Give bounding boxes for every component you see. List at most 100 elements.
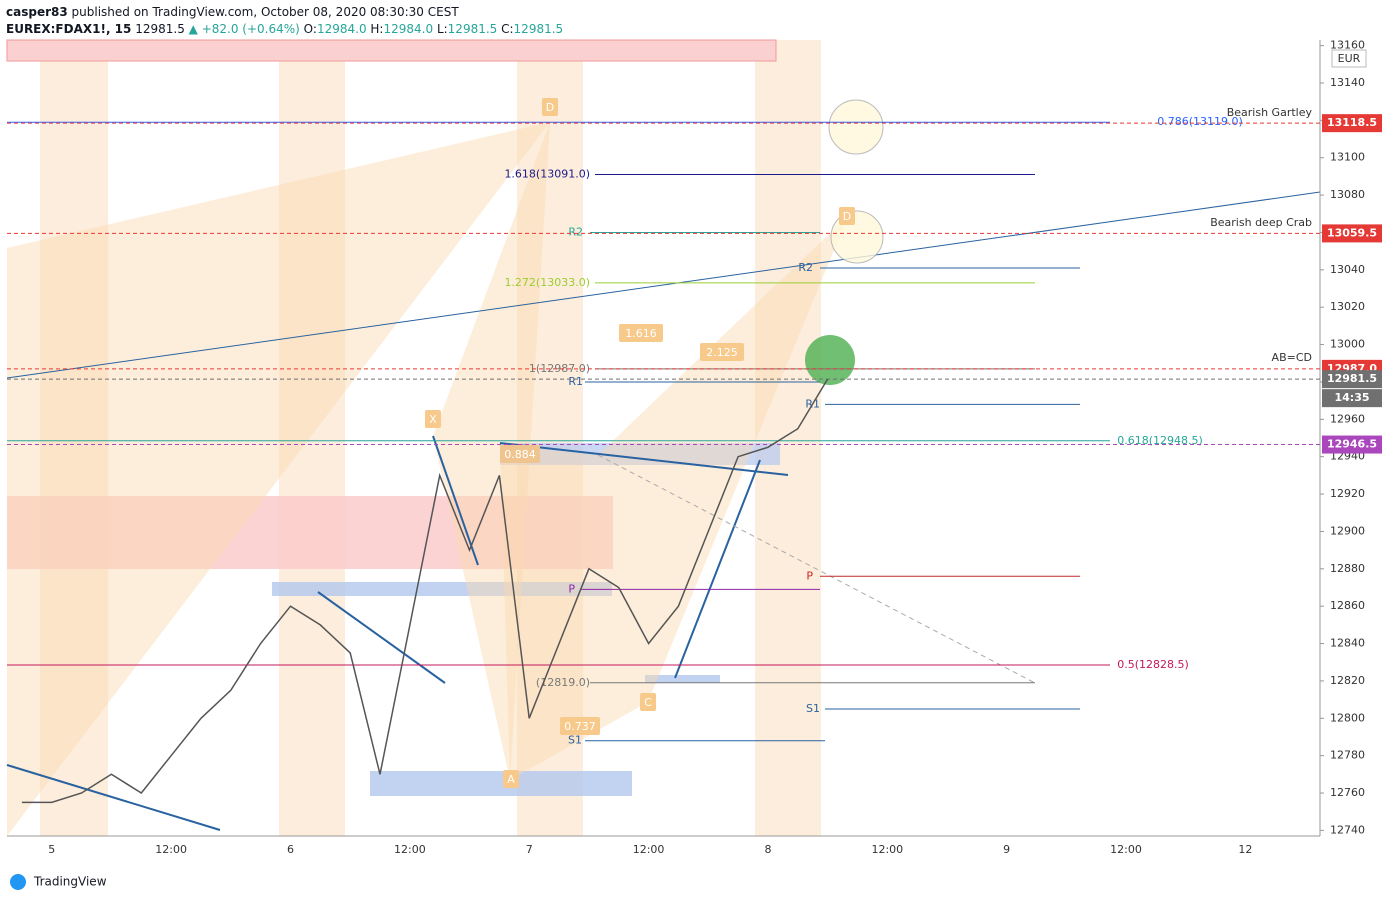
level-label: 0.618(12948.5) xyxy=(1117,434,1203,447)
annotation: Bearish Gartley xyxy=(1227,106,1313,119)
trend-line xyxy=(499,442,789,476)
y-tick-label: 12820 xyxy=(1330,674,1365,687)
x-tick-label: 12:00 xyxy=(871,843,903,856)
annotation: C xyxy=(644,696,652,709)
ohlc-value: 12981.5 xyxy=(513,22,564,36)
y-tick-label: 12760 xyxy=(1330,786,1365,799)
trend-line xyxy=(432,435,479,566)
price-box xyxy=(1322,370,1382,389)
trend-line xyxy=(317,591,446,684)
harmonic-pattern xyxy=(433,122,550,780)
demand-zone xyxy=(370,771,632,796)
session-band xyxy=(755,40,821,836)
label-box xyxy=(619,324,663,342)
y-tick-label: 13140 xyxy=(1330,76,1365,89)
annotation: 0.737 xyxy=(564,720,596,733)
price-label: 13118.5 xyxy=(1327,116,1377,129)
target-circle xyxy=(830,210,884,264)
x-tick-label: 5 xyxy=(48,843,55,856)
brand-logo xyxy=(10,874,26,890)
projection-line xyxy=(597,454,1036,684)
level-label: S1 xyxy=(806,702,820,715)
x-tick-label: 9 xyxy=(1003,843,1010,856)
harmonic-pattern xyxy=(598,216,848,702)
level-label: 0.5(12828.5) xyxy=(1117,658,1189,671)
price-label: 12981.5 xyxy=(1327,372,1377,385)
price-line-series xyxy=(21,378,829,804)
published: published on TradingView.com, October 08… xyxy=(71,5,459,19)
session-band xyxy=(40,40,108,836)
countdown: 14:35 xyxy=(1334,391,1369,404)
label-box xyxy=(500,445,540,463)
y-tick-label: 12740 xyxy=(1330,823,1365,836)
decorations xyxy=(6,39,1321,836)
y-tick-label: 12960 xyxy=(1330,412,1365,425)
x-tick-label: 6 xyxy=(287,843,294,856)
ohlc-key: L: xyxy=(436,22,448,36)
y-tick-label: 12780 xyxy=(1330,749,1365,762)
price-box xyxy=(1322,435,1382,454)
target-circle xyxy=(805,335,855,385)
ohlc-value: 12984.0 xyxy=(316,22,367,36)
annotation: Bearish deep Crab xyxy=(1210,216,1312,229)
countdown-box xyxy=(1322,389,1382,408)
x-tick-label: 12:00 xyxy=(155,843,187,856)
y-tick-label: 13040 xyxy=(1330,263,1365,276)
x-tick-label: 7 xyxy=(526,843,533,856)
supply-zone xyxy=(6,39,777,62)
last: 12981.5 xyxy=(135,22,185,36)
demand-zone xyxy=(500,443,780,465)
y-tick-label: 12920 xyxy=(1330,487,1365,500)
y-tick-label: 12800 xyxy=(1330,711,1365,724)
level-label: 0.786(13119.0) xyxy=(1157,115,1243,128)
annotation: 1.616 xyxy=(625,327,657,340)
label-box xyxy=(503,770,519,788)
y-tick-label: 12880 xyxy=(1330,562,1365,575)
trend-line xyxy=(6,764,221,831)
y-tick-label: 13160 xyxy=(1330,39,1365,52)
x-tick-label: 12:00 xyxy=(394,843,426,856)
level-label: 1.272(13033.0) xyxy=(504,276,590,289)
symbol: EUREX:FDAX1!, 15 xyxy=(6,22,132,36)
currency-box xyxy=(1331,49,1367,68)
price-box xyxy=(1322,114,1382,133)
supply-zone xyxy=(7,496,613,569)
price-box xyxy=(1322,224,1382,243)
trend-line xyxy=(6,191,1321,379)
ohlc-key: H: xyxy=(370,22,384,36)
y-tick-label: 12840 xyxy=(1330,637,1365,650)
author: casper83 xyxy=(6,5,68,19)
harmonic-pattern xyxy=(7,122,550,836)
y-tick-label: 13100 xyxy=(1330,151,1365,164)
x-tick-label: 12:00 xyxy=(633,843,665,856)
demand-zone xyxy=(272,582,612,596)
y-tick-label: 12860 xyxy=(1330,599,1365,612)
label-box xyxy=(839,207,855,225)
annotation: D xyxy=(546,101,554,114)
currency: EUR xyxy=(1338,52,1361,65)
level-label: (12819.0) xyxy=(536,676,590,689)
level-label: S1 xyxy=(568,734,582,747)
label-box xyxy=(640,693,656,711)
level-label: 1(12987.0) xyxy=(529,362,590,375)
ohlc-key: O: xyxy=(303,22,317,36)
y-tick-label: 12900 xyxy=(1330,524,1365,537)
annotation: X xyxy=(429,413,437,426)
target-circle xyxy=(828,99,884,155)
price-label: 13059.5 xyxy=(1327,226,1377,239)
level-label: P xyxy=(568,582,575,595)
annotation: 0.884 xyxy=(504,448,536,461)
symbol-line: EUREX:FDAX1!, 15 12981.5 ▲ +82.0 (+0.64%… xyxy=(6,22,563,36)
level-label: R1 xyxy=(568,375,583,388)
session-band xyxy=(279,40,345,836)
ohlc-value: 12981.5 xyxy=(447,22,498,36)
x-tick-label: 12:00 xyxy=(1110,843,1142,856)
harmonic-pattern xyxy=(500,445,648,780)
x-tick-label: 8 xyxy=(764,843,771,856)
label-box xyxy=(560,717,600,735)
header-line: casper83 published on TradingView.com, O… xyxy=(6,5,459,19)
level-label: R2 xyxy=(798,261,813,274)
change: ▲ +82.0 (+0.64%) xyxy=(188,22,300,36)
level-label: 1.618(13091.0) xyxy=(504,168,590,181)
